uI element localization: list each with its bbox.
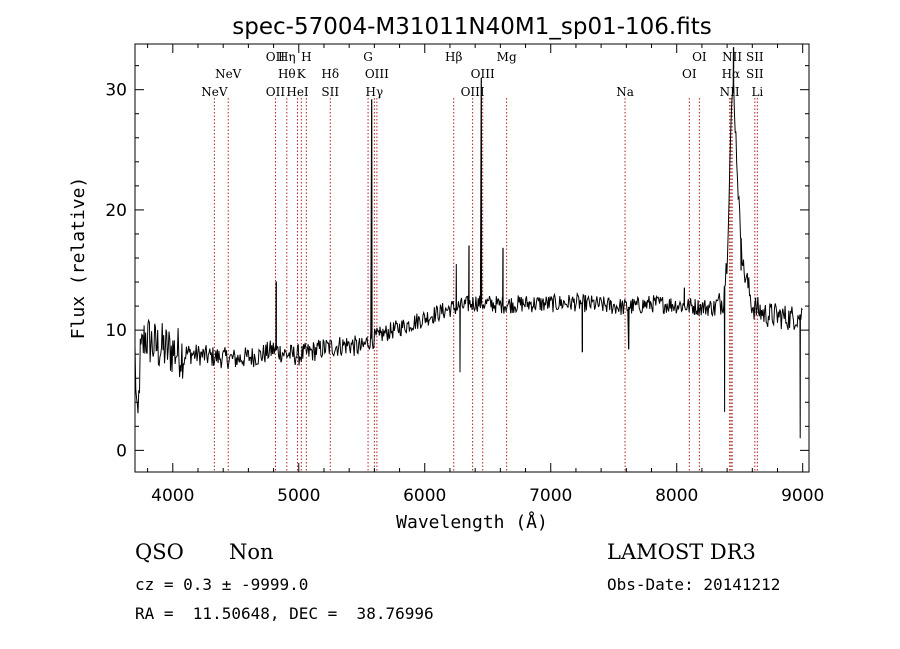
plot-frame (134, 43, 810, 473)
spectral-line-label: G (363, 50, 373, 64)
chart-title: spec-57004-M31011N40M1_sp01-106.fits (232, 14, 711, 40)
y-tick-label: 0 (116, 441, 127, 461)
redshift-line: cz = 0.3 ± -9999.0 (135, 575, 308, 594)
spectral-line-label: K (297, 67, 307, 81)
x-tick-label: 8000 (655, 486, 698, 506)
spectral-line-label: NeV (215, 67, 242, 81)
spectral-line-label: OIII (471, 67, 495, 81)
spectrum-line (134, 47, 803, 439)
object-subclass: Non (229, 540, 274, 564)
spectral-line-label: NII (720, 85, 740, 99)
spectral-line-labels: NeVNeVOIIOIIHηHθHeIKHHδSIIGOIIIHγHβOIIIO… (201, 50, 764, 99)
spectral-line-label: OIII (461, 85, 485, 99)
spectral-line-label: SII (746, 50, 764, 64)
spectral-line-label: OI (682, 67, 697, 81)
x-tick-label: 6000 (403, 486, 446, 506)
y-axis-label: Flux (relative) (68, 177, 89, 340)
x-tick-label: 7000 (529, 486, 572, 506)
spectral-line-label: NII (722, 50, 742, 64)
observation-date: Obs-Date: 20141212 (607, 575, 780, 594)
spectral-line-label: Hδ (321, 67, 339, 81)
y-tick-label: 30 (105, 81, 127, 101)
spectral-line-label: OII (266, 50, 286, 64)
spectral-line-label: SII (321, 85, 339, 99)
data-release: LAMOST DR3 (607, 540, 756, 564)
spectral-line-label: HeI (286, 85, 309, 99)
spectral-line-label: Na (616, 85, 634, 99)
spectral-line-label: Hη (278, 50, 296, 64)
spectral-line-label: OII (266, 85, 286, 99)
spectral-line-label: NeV (201, 85, 228, 99)
spectral-line-label: Mg (497, 50, 517, 64)
spectral-line-label: Hγ (366, 85, 384, 99)
spectral-line-label: Hα (722, 67, 741, 81)
y-axis-ticks: 0 10 20 30 (105, 65, 809, 461)
spectral-line-label: Hβ (445, 50, 462, 64)
x-axis-label: Wavelength (Å) (396, 511, 548, 533)
spectral-line-label: Hθ (278, 67, 296, 81)
spectral-line-label: Li (751, 85, 763, 99)
x-tick-label: 4000 (151, 486, 194, 506)
coordinates-line: RA = 11.50648, DEC = 38.76996 (135, 604, 434, 623)
spectral-line-label: OI (692, 50, 707, 64)
y-tick-label: 20 (105, 201, 127, 221)
x-axis-ticks: 4000 5000 6000 7000 8000 9000 (147, 44, 824, 506)
spectral-line-markers (213, 98, 758, 472)
spectral-line-label: H (301, 50, 311, 64)
spectral-line-label: OIII (365, 67, 389, 81)
y-tick-label: 10 (105, 321, 127, 341)
x-tick-label: 5000 (277, 486, 320, 506)
spectral-line-label: SII (746, 67, 764, 81)
x-tick-label: 9000 (781, 486, 824, 506)
object-class: QSO (135, 540, 184, 564)
